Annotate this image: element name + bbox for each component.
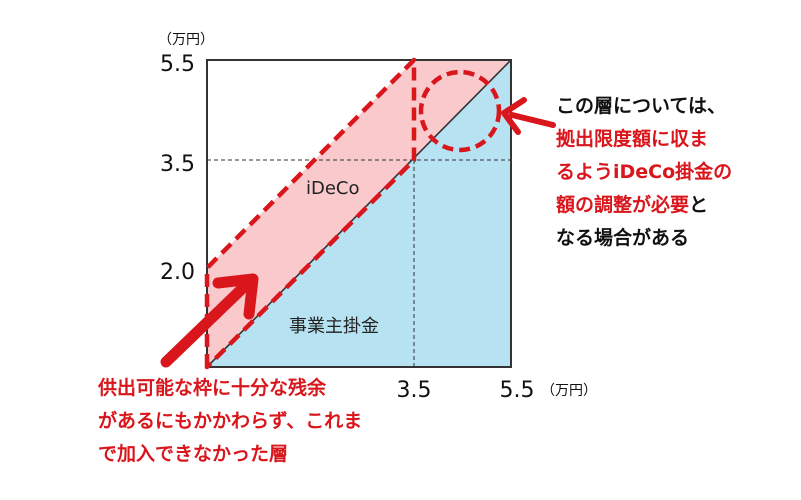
x-unit-label: （万円） <box>541 383 597 399</box>
chart-frame <box>206 59 512 368</box>
y-tick-2-0: 2.0 <box>160 260 195 285</box>
ideco-band-dashed-outline <box>204 57 417 370</box>
y-unit-label: （万円） <box>158 32 214 48</box>
y-tick-5-5: 5.5 <box>160 52 195 77</box>
bottom-annotation-line-1: 供出可能な枠に十分な残余 <box>98 377 327 399</box>
right-annotation-line-5: なる場合がある <box>556 227 690 249</box>
right-annotation-line-3: るようiDeCo掛金の <box>556 156 796 189</box>
x-tick-5-5: 5.5 <box>500 378 535 403</box>
right-annotation-line-1: この層については、 <box>556 95 727 117</box>
x-tick-3-5: 3.5 <box>397 378 432 403</box>
right-annotation-line-3a: るよう <box>556 161 614 183</box>
right-annotation-line-4b: と <box>689 194 709 216</box>
right-annotation: この層については、 拠出限度額に収ま るようiDeCo掛金の 額の調整が必要と … <box>556 90 796 255</box>
bottom-annotation: 供出可能な枠に十分な残余 があるにもかかわらず、これま で加入できなかった層 <box>98 372 388 471</box>
right-annotation-line-4: 額の調整が必要と <box>556 189 796 222</box>
right-annotation-line-3b: iDeCo掛金の <box>613 161 733 183</box>
ideco-region-label: iDeCo <box>306 178 360 199</box>
bottom-annotation-line-2: があるにもかかわらず、これま <box>98 410 363 432</box>
highlight-circle <box>418 69 502 153</box>
employer-region-label: 事業主掛金 <box>289 316 379 337</box>
arrow-to-circle-icon <box>501 97 556 135</box>
y-tick-3-5: 3.5 <box>160 152 195 177</box>
right-annotation-line-4a: 額の調整が必要 <box>556 194 690 216</box>
arrow-to-band-icon <box>160 273 259 368</box>
right-annotation-line-2: 拠出限度額に収ま <box>556 128 709 150</box>
bottom-annotation-line-3: で加入できなかった層 <box>98 443 289 465</box>
